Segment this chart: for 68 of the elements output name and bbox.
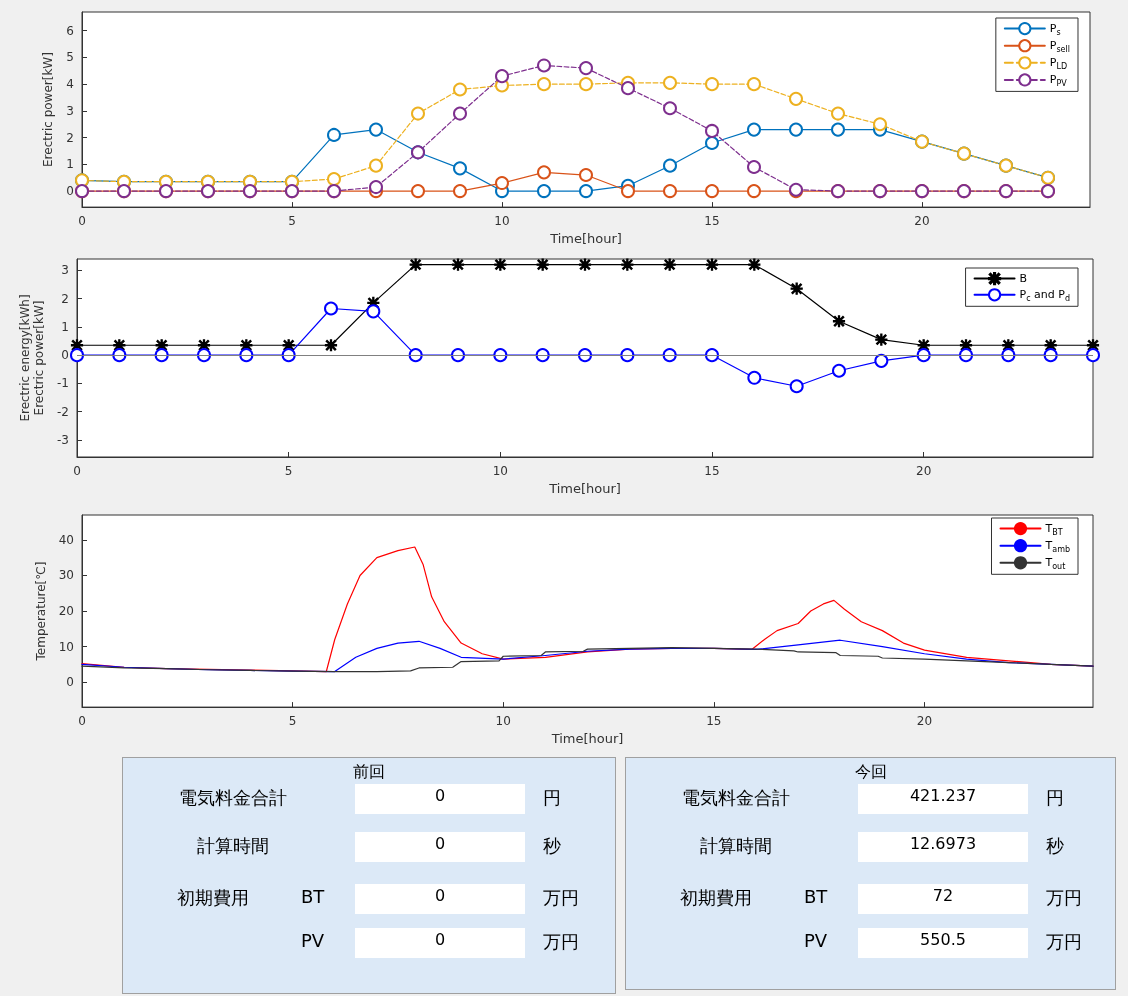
text: 円 bbox=[1046, 786, 1065, 810]
y-tick-label: 3 bbox=[66, 103, 74, 118]
x-tick-label: 10 bbox=[494, 214, 510, 229]
text-field: 12.6973 bbox=[858, 832, 1028, 862]
text: 万円 bbox=[1046, 886, 1083, 910]
x-tick-label: 20 bbox=[916, 464, 932, 478]
text-field: 0 bbox=[355, 832, 525, 862]
y-tick-label: -3 bbox=[57, 433, 69, 448]
y-tick-label: 5 bbox=[66, 50, 74, 65]
y-tick-label: 3 bbox=[61, 263, 69, 278]
text: PV bbox=[301, 930, 326, 951]
x-tick-label: 15 bbox=[704, 464, 720, 478]
legend-label: B bbox=[1019, 272, 1028, 286]
x-tick-label: 20 bbox=[914, 214, 930, 229]
x-axis-title: Time[hour] bbox=[549, 231, 622, 246]
y-tick-label: 40 bbox=[58, 532, 74, 547]
x-tick-label: 20 bbox=[916, 714, 933, 729]
text: 計算時間 bbox=[699, 834, 773, 858]
text: 秒 bbox=[543, 834, 562, 858]
text-field: 550.5 bbox=[858, 928, 1028, 958]
y-tick-label: 10 bbox=[58, 639, 74, 654]
y-tick-label: 0 bbox=[66, 184, 74, 199]
y-tick-label: -1 bbox=[57, 376, 69, 391]
text: 電気料金合計 bbox=[178, 786, 288, 810]
y-tick-label: 30 bbox=[58, 568, 74, 583]
x-tick-label: 0 bbox=[78, 714, 86, 729]
x-tick-label: 5 bbox=[288, 714, 297, 729]
text: 今回 bbox=[853, 762, 888, 783]
text: PV bbox=[804, 930, 829, 951]
x-tick-label: 15 bbox=[706, 714, 722, 729]
y-tick-label: 0 bbox=[61, 348, 69, 363]
text-field: 72 bbox=[858, 884, 1028, 914]
y-tick-label: -2 bbox=[57, 404, 69, 419]
x-tick-label: 0 bbox=[78, 214, 86, 229]
text: 計算時間 bbox=[196, 834, 270, 858]
x-axis-title: Time[hour] bbox=[548, 480, 621, 496]
y-tick-label: 4 bbox=[66, 77, 74, 92]
text: 電気料金合計 bbox=[681, 786, 791, 810]
y-tick-label: 2 bbox=[66, 130, 74, 145]
text: 万円 bbox=[543, 886, 580, 910]
text-field: 0 bbox=[355, 928, 525, 958]
text: 初期費用 bbox=[176, 886, 250, 910]
text: 万円 bbox=[1046, 930, 1083, 954]
x-tick-label: 10 bbox=[492, 464, 508, 478]
text: 万円 bbox=[543, 930, 580, 954]
x-tick-label: 10 bbox=[495, 714, 511, 729]
y-tick-label: 1 bbox=[66, 157, 74, 172]
text: BT bbox=[804, 886, 829, 907]
y-tick-label: 20 bbox=[58, 604, 74, 619]
y-tick-label: 2 bbox=[61, 291, 69, 306]
text-field: 0 bbox=[355, 884, 525, 914]
x-tick-label: 5 bbox=[284, 464, 293, 478]
y-tick-label: 0 bbox=[66, 675, 74, 690]
text: 初期費用 bbox=[679, 886, 753, 910]
text: BT bbox=[301, 886, 326, 907]
text-field: 0 bbox=[355, 784, 525, 814]
x-tick-label: 5 bbox=[288, 214, 296, 229]
text: 秒 bbox=[1046, 834, 1065, 858]
y-tick-label: 1 bbox=[61, 319, 69, 334]
x-tick-label: 15 bbox=[704, 214, 720, 229]
y-tick-label: 6 bbox=[66, 23, 74, 38]
x-axis-title: Time[hour] bbox=[550, 731, 624, 746]
text: 円 bbox=[543, 786, 562, 810]
y-axis-title: Erectric energy[kWh] Erectric power[kW] bbox=[18, 294, 47, 422]
text-field: 421.237 bbox=[858, 784, 1028, 814]
text: 前回 bbox=[352, 762, 386, 783]
y-axis-title: Temperature[℃] bbox=[33, 561, 48, 662]
y-axis-title: Erectric power[kW] bbox=[41, 52, 56, 167]
